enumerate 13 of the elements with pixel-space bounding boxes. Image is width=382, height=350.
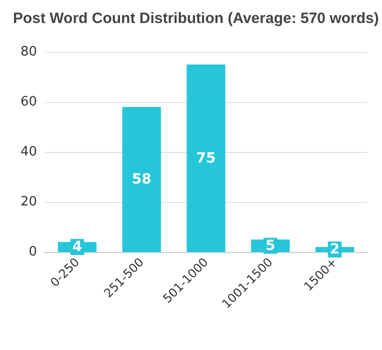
data-label: 58 xyxy=(132,172,152,188)
data-label: 2 xyxy=(330,242,340,258)
bar xyxy=(186,64,226,252)
y-tick-label: 60 xyxy=(20,94,37,110)
y-tick-label: 20 xyxy=(20,194,37,210)
bar xyxy=(122,107,161,252)
data-label: 4 xyxy=(72,239,82,255)
data-label: 75 xyxy=(196,150,216,166)
data-label: 5 xyxy=(266,238,276,254)
y-tick-label: 40 xyxy=(20,144,37,160)
y-tick-label: 0 xyxy=(28,244,37,260)
y-tick-label: 80 xyxy=(20,44,37,60)
chart-title: Post Word Count Distribution (Average: 570 words) xyxy=(13,10,379,27)
